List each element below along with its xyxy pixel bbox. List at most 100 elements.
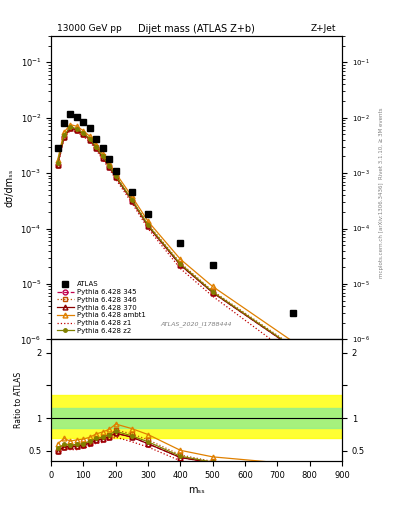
Pythia 6.428 346 [94, 144, 99, 151]
Pythia 6.428 z1 [81, 133, 86, 139]
Pythia 6.428 370 [178, 262, 183, 268]
Pythia 6.428 345 [291, 345, 296, 351]
Pythia 6.428 346 [107, 163, 112, 169]
Line: Pythia 6.428 346: Pythia 6.428 346 [55, 125, 296, 349]
Pythia 6.428 345 [101, 155, 105, 161]
Pythia 6.428 346 [62, 134, 66, 140]
Pythia 6.428 z1 [55, 164, 60, 170]
Text: 13000 GeV pp: 13000 GeV pp [57, 24, 122, 33]
Pythia 6.428 ambt1 [291, 339, 296, 345]
Pythia 6.428 z1 [88, 139, 92, 145]
Pythia 6.428 ambt1 [68, 121, 73, 127]
Pythia 6.428 z2 [113, 173, 118, 179]
Pythia 6.428 346 [81, 131, 86, 137]
Pythia 6.428 z2 [88, 136, 92, 142]
Pythia 6.428 346 [178, 260, 183, 266]
Pythia 6.428 346 [210, 288, 215, 294]
Pythia 6.428 ambt1 [81, 127, 86, 134]
Pythia 6.428 346 [113, 173, 118, 179]
ATLAS [178, 240, 183, 246]
Pythia 6.428 ambt1 [62, 129, 66, 135]
Line: Pythia 6.428 z1: Pythia 6.428 z1 [57, 130, 294, 356]
Pythia 6.428 370 [62, 134, 66, 140]
Pythia 6.428 z2 [94, 144, 99, 151]
Pythia 6.428 z1 [62, 136, 66, 142]
Pythia 6.428 345 [210, 289, 215, 295]
Pythia 6.428 345 [94, 145, 99, 152]
Legend: ATLAS, Pythia 6.428 345, Pythia 6.428 346, Pythia 6.428 370, Pythia 6.428 ambt1,: ATLAS, Pythia 6.428 345, Pythia 6.428 34… [55, 280, 148, 336]
Pythia 6.428 345 [130, 198, 134, 204]
Pythia 6.428 z2 [55, 160, 60, 166]
Line: Pythia 6.428 z2: Pythia 6.428 z2 [56, 125, 295, 349]
Pythia 6.428 ambt1 [113, 170, 118, 176]
Pythia 6.428 z2 [210, 289, 215, 295]
Pythia 6.428 z2 [68, 124, 73, 130]
Pythia 6.428 z2 [62, 132, 66, 138]
Pythia 6.428 z1 [94, 147, 99, 153]
Pythia 6.428 346 [55, 162, 60, 168]
Pythia 6.428 370 [88, 137, 92, 143]
ATLAS [94, 136, 99, 142]
ATLAS [88, 125, 92, 131]
Line: Pythia 6.428 ambt1: Pythia 6.428 ambt1 [55, 122, 296, 345]
Pythia 6.428 z2 [291, 344, 296, 350]
Line: Pythia 6.428 370: Pythia 6.428 370 [55, 125, 296, 350]
Pythia 6.428 ambt1 [210, 284, 215, 290]
Y-axis label: dσ/dmₛₛ: dσ/dmₛₛ [5, 168, 15, 207]
Pythia 6.428 346 [88, 136, 92, 142]
Text: ATLAS_2020_I1788444: ATLAS_2020_I1788444 [161, 322, 232, 327]
Pythia 6.428 z2 [75, 126, 79, 132]
ATLAS [101, 145, 105, 152]
Pythia 6.428 ambt1 [88, 133, 92, 139]
Pythia 6.428 z1 [210, 293, 215, 300]
Pythia 6.428 z1 [68, 127, 73, 133]
Pythia 6.428 346 [291, 343, 296, 349]
Pythia 6.428 ambt1 [130, 194, 134, 200]
ATLAS [291, 310, 296, 316]
Pythia 6.428 z1 [178, 265, 183, 271]
Pythia 6.428 z1 [101, 157, 105, 163]
Pythia 6.428 370 [101, 155, 105, 161]
Pythia 6.428 345 [113, 174, 118, 180]
Pythia 6.428 z1 [146, 225, 151, 231]
Pythia 6.428 ambt1 [146, 218, 151, 224]
Pythia 6.428 370 [291, 345, 296, 351]
Pythia 6.428 346 [75, 126, 79, 133]
Pythia 6.428 345 [178, 262, 183, 268]
ATLAS [107, 156, 112, 162]
Pythia 6.428 370 [146, 223, 151, 229]
Pythia 6.428 370 [107, 164, 112, 170]
Pythia 6.428 345 [81, 131, 86, 137]
ATLAS [68, 111, 73, 117]
Pythia 6.428 370 [75, 127, 79, 133]
Line: Pythia 6.428 345: Pythia 6.428 345 [55, 125, 296, 350]
Text: Rivet 3.1.10, ≥ 3M events: Rivet 3.1.10, ≥ 3M events [379, 108, 384, 179]
Pythia 6.428 370 [113, 174, 118, 180]
Title: Dijet mass (ATLAS Z+b): Dijet mass (ATLAS Z+b) [138, 24, 255, 34]
ATLAS [113, 168, 118, 174]
Pythia 6.428 z1 [113, 176, 118, 182]
Pythia 6.428 345 [146, 223, 151, 229]
Pythia 6.428 370 [81, 131, 86, 137]
Y-axis label: Ratio to ATLAS: Ratio to ATLAS [14, 372, 23, 428]
Pythia 6.428 z2 [178, 261, 183, 267]
Pythia 6.428 z1 [130, 200, 134, 206]
Pythia 6.428 z2 [107, 163, 112, 169]
Pythia 6.428 z1 [75, 129, 79, 135]
Pythia 6.428 ambt1 [178, 256, 183, 262]
Pythia 6.428 370 [55, 162, 60, 168]
Pythia 6.428 345 [62, 134, 66, 140]
Pythia 6.428 z2 [146, 222, 151, 228]
ATLAS [146, 211, 151, 218]
ATLAS [210, 262, 215, 268]
ATLAS [55, 145, 60, 152]
ATLAS [75, 114, 79, 120]
Pythia 6.428 z2 [130, 197, 134, 203]
Pythia 6.428 370 [68, 125, 73, 131]
Pythia 6.428 345 [75, 127, 79, 133]
Pythia 6.428 370 [94, 145, 99, 152]
X-axis label: mₛₛ: mₛₛ [188, 485, 205, 495]
Pythia 6.428 z1 [107, 166, 112, 172]
Pythia 6.428 345 [88, 137, 92, 143]
Line: ATLAS: ATLAS [55, 112, 296, 316]
